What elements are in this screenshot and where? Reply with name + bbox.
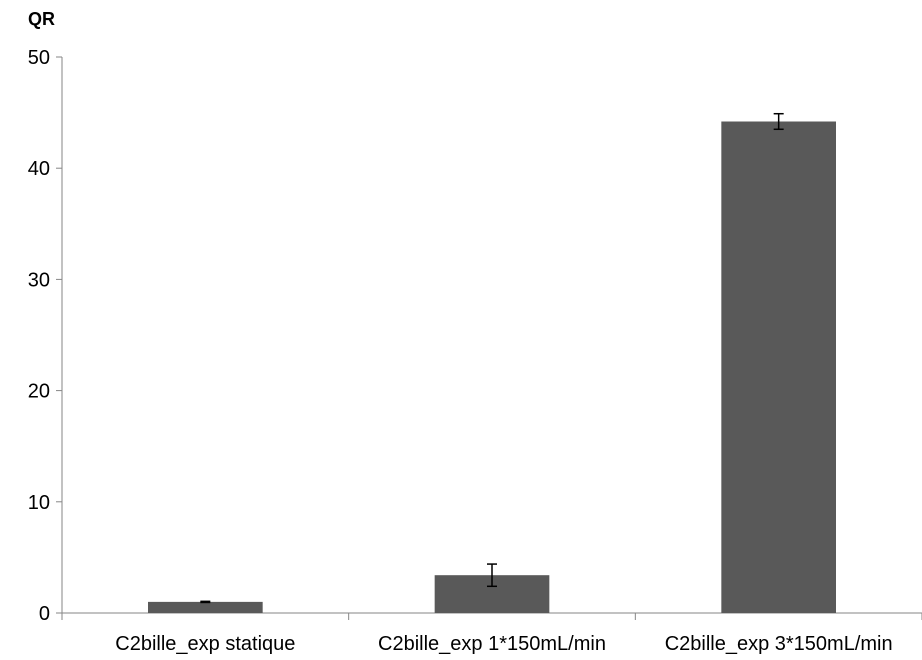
bar <box>148 601 263 613</box>
x-category-label: C2bille_exp 3*150mL/min <box>665 633 893 655</box>
bar <box>721 121 836 613</box>
error-bar <box>200 600 211 604</box>
error-bar <box>773 112 784 131</box>
x-category-label: C2bille_exp statique <box>115 633 295 655</box>
x-category-label: C2bille_exp 1*150mL/min <box>378 633 606 655</box>
y-tick-label: 0 <box>39 603 50 625</box>
x-axis <box>61 612 922 620</box>
y-tick-label: 10 <box>28 492 50 514</box>
y-axis: 0 10 20 30 40 50 <box>28 47 63 625</box>
bar-series <box>148 112 836 613</box>
y-tick-label: 50 <box>28 47 50 69</box>
error-bar <box>487 563 497 588</box>
y-axis-title: QR <box>28 9 55 29</box>
category-labels: C2bille_exp statique C2bille_exp 1*150mL/… <box>115 633 892 655</box>
y-tick-label: 40 <box>28 158 50 180</box>
y-tick-label: 30 <box>28 269 50 291</box>
y-tick-label: 20 <box>28 381 50 403</box>
